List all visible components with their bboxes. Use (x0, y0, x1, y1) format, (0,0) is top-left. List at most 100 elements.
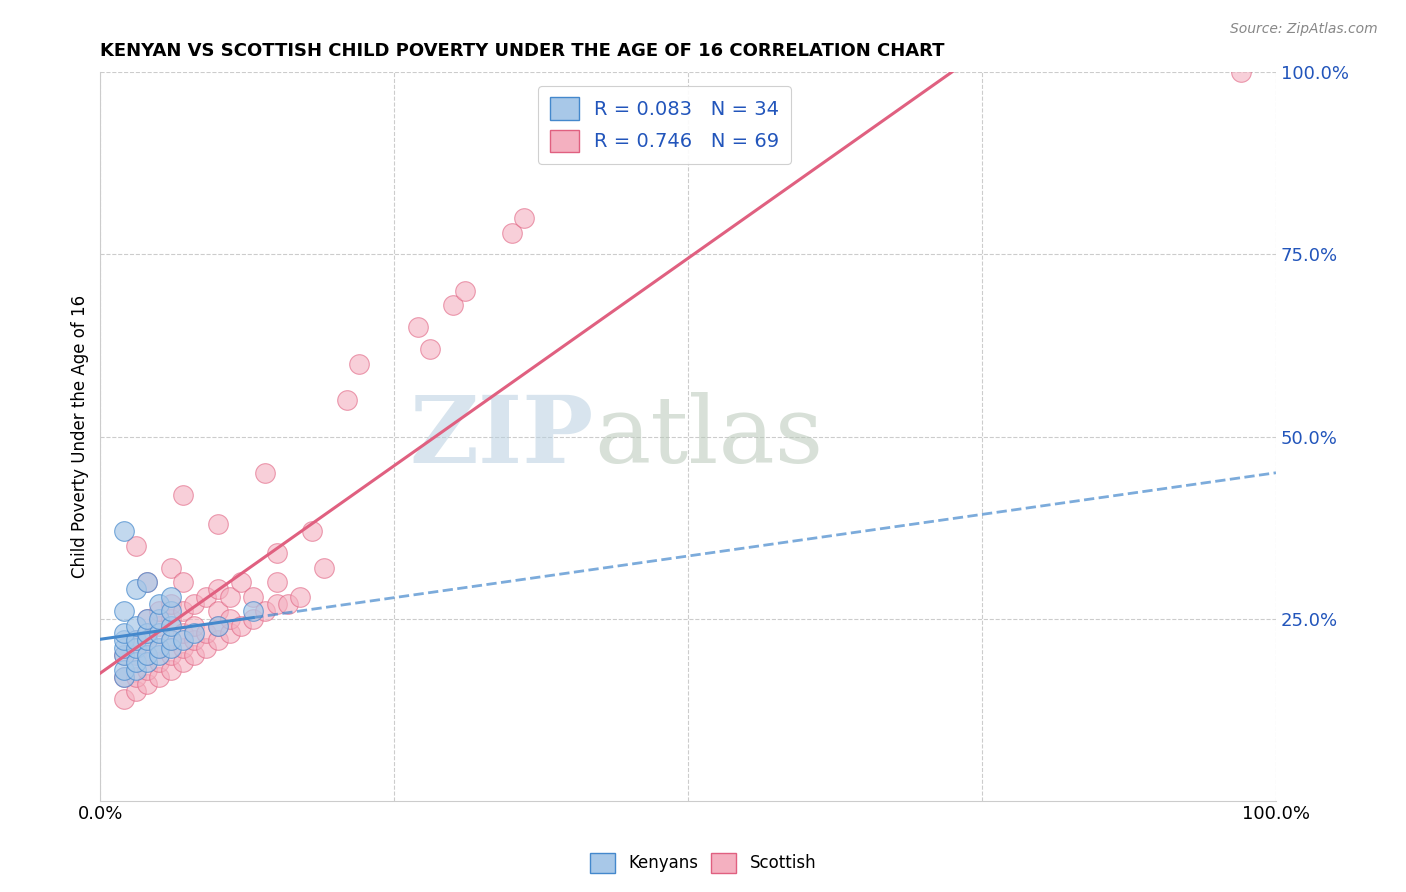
Point (218, 626, 240, 640)
Point (160, 640, 183, 655)
Point (242, 590, 264, 604)
Point (124, 633, 146, 648)
Point (112, 648, 135, 662)
Point (112, 604, 135, 618)
Legend: R = 0.083   N = 34, R = 0.746   N = 69: R = 0.083 N = 34, R = 0.746 N = 69 (538, 86, 792, 164)
Point (136, 633, 159, 648)
Point (124, 684, 146, 698)
Point (160, 648, 183, 662)
Point (172, 640, 194, 655)
Point (172, 626, 194, 640)
Point (441, 298, 464, 312)
Point (112, 670, 135, 684)
Point (136, 611, 159, 625)
Point (277, 597, 299, 611)
Point (207, 516, 229, 531)
Point (148, 670, 170, 684)
Point (136, 633, 159, 648)
Point (242, 604, 264, 618)
Point (336, 393, 359, 408)
Point (136, 575, 159, 590)
Point (183, 597, 205, 611)
Point (148, 626, 170, 640)
Point (312, 560, 335, 574)
Point (218, 611, 240, 625)
Point (148, 640, 170, 655)
Point (183, 648, 205, 662)
Point (136, 648, 159, 662)
Point (195, 590, 218, 604)
Point (253, 604, 276, 618)
Legend: Kenyans, Scottish: Kenyans, Scottish (583, 847, 823, 880)
Text: KENYAN VS SCOTTISH CHILD POVERTY UNDER THE AGE OF 16 CORRELATION CHART: KENYAN VS SCOTTISH CHILD POVERTY UNDER T… (100, 42, 945, 60)
Point (172, 655, 194, 669)
Point (218, 590, 240, 604)
Point (160, 560, 183, 574)
Point (112, 524, 135, 539)
Point (148, 611, 170, 625)
Text: atlas: atlas (595, 392, 824, 482)
Point (253, 466, 276, 480)
Point (207, 582, 229, 597)
Point (207, 604, 229, 618)
Point (512, 211, 534, 225)
Point (418, 342, 440, 356)
Point (160, 663, 183, 677)
Point (136, 575, 159, 590)
Point (124, 539, 146, 553)
Point (183, 626, 205, 640)
Point (231, 619, 253, 633)
Point (172, 633, 194, 648)
Point (148, 604, 170, 618)
Point (124, 655, 146, 669)
Point (172, 575, 194, 590)
Point (301, 524, 323, 539)
Point (501, 226, 523, 240)
Point (112, 663, 135, 677)
Point (242, 611, 264, 625)
Point (195, 626, 218, 640)
Point (124, 663, 146, 677)
Point (124, 640, 146, 655)
Point (124, 633, 146, 648)
Point (124, 619, 146, 633)
Point (195, 640, 218, 655)
Point (160, 597, 183, 611)
Point (172, 488, 194, 502)
Point (207, 633, 229, 648)
Text: Source: ZipAtlas.com: Source: ZipAtlas.com (1230, 22, 1378, 37)
Point (160, 619, 183, 633)
Point (231, 575, 253, 590)
Point (183, 619, 205, 633)
Point (290, 590, 312, 604)
Point (136, 626, 159, 640)
Text: ZIP: ZIP (411, 392, 595, 482)
Point (347, 357, 370, 371)
Point (112, 633, 135, 648)
Point (112, 691, 135, 706)
Point (1229, 65, 1251, 79)
Point (124, 648, 146, 662)
Point (148, 597, 170, 611)
Point (266, 546, 288, 560)
Point (172, 604, 194, 618)
Point (136, 611, 159, 625)
Point (136, 648, 159, 662)
Point (160, 633, 183, 648)
Point (266, 597, 288, 611)
Point (124, 670, 146, 684)
Point (406, 320, 429, 334)
Point (160, 590, 183, 604)
Point (112, 648, 135, 662)
Point (148, 648, 170, 662)
Point (136, 663, 159, 677)
Point (160, 633, 183, 648)
Point (136, 677, 159, 691)
Point (207, 619, 229, 633)
Point (266, 575, 288, 590)
Point (112, 670, 135, 684)
Point (160, 604, 183, 618)
Point (136, 655, 159, 669)
Point (148, 655, 170, 669)
Point (183, 633, 205, 648)
